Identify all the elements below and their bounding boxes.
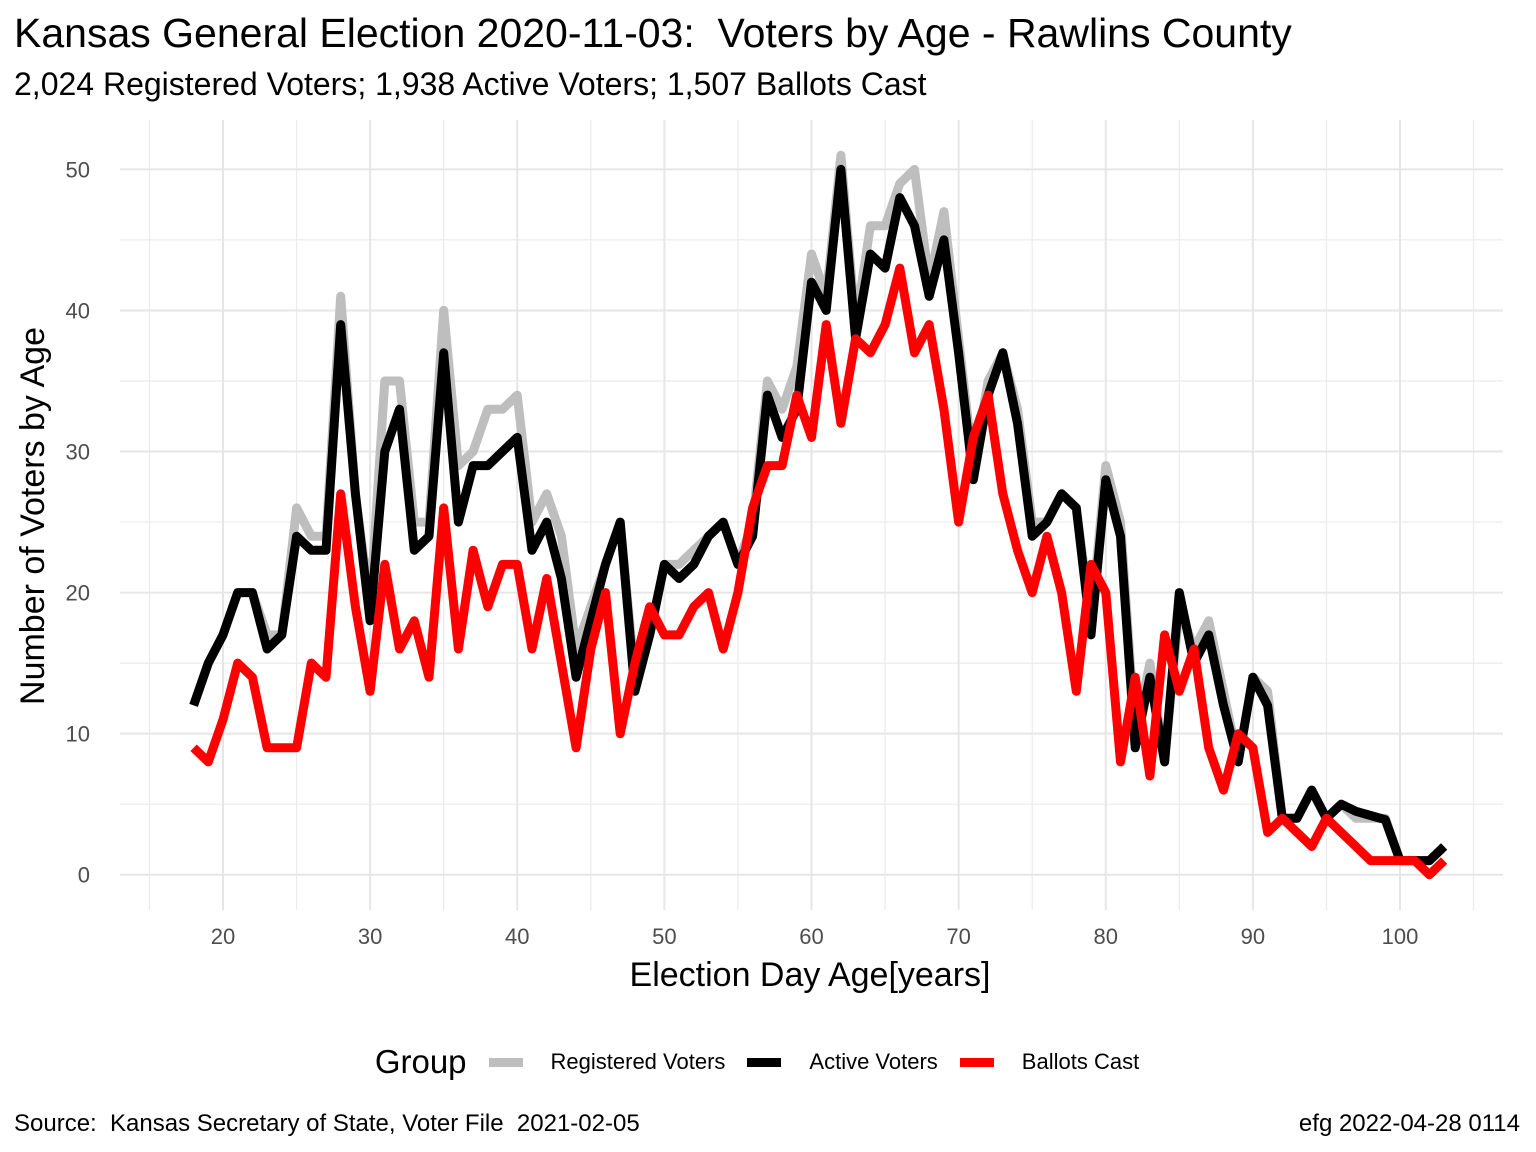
legend: Group Registered Voters Active Voters Ba…	[0, 1040, 1536, 1084]
y-tick-label: 20	[66, 581, 90, 606]
x-axis-ticks: 20 30 40 50 60 70 80 90 100	[211, 924, 1419, 949]
x-tick-label: 70	[946, 924, 970, 949]
x-tick-label: 60	[799, 924, 823, 949]
y-tick-label: 40	[66, 298, 90, 323]
x-axis-title: Election Day Age[years]	[630, 956, 991, 994]
legend-item-registered: Registered Voters	[488, 1049, 726, 1075]
legend-key-ballots	[959, 1057, 994, 1067]
legend-label-active: Active Voters	[809, 1049, 938, 1074]
x-tick-label: 20	[211, 924, 235, 949]
y-tick-label: 10	[66, 722, 90, 747]
credit-note: efg 2022-04-28 0114	[1298, 1110, 1520, 1137]
x-tick-label: 90	[1241, 924, 1265, 949]
legend-item-ballots: Ballots Cast	[959, 1049, 1140, 1075]
line-chart: 0 10 20 30 40 50 20 30 40 50 60 70 80 90 100 Election…	[14, 120, 1503, 994]
chart-subtitle: 2,024 Registered Voters; 1,938 Active Vo…	[14, 66, 927, 102]
y-tick-label: 0	[78, 863, 90, 888]
legend-item-active: Active Voters	[747, 1049, 938, 1075]
chart-title: Kansas General Election 2020-11-03: Vote…	[14, 10, 1292, 56]
y-axis-title: Number of Voters by Age	[14, 327, 52, 705]
legend-label-registered: Registered Voters	[550, 1049, 726, 1074]
y-axis-ticks: 0 10 20 30 40 50	[66, 157, 90, 887]
series-line-ballots-cast	[190, 263, 1448, 880]
x-tick-label: 40	[505, 924, 529, 949]
legend-title: Group	[374, 1043, 467, 1080]
y-tick-label: 30	[66, 440, 90, 465]
x-tick-label: 50	[652, 924, 676, 949]
legend-label-ballots: Ballots Cast	[1021, 1049, 1140, 1074]
x-tick-label: 80	[1094, 924, 1118, 949]
source-note: Source: Kansas Secretary of State, Voter…	[14, 1110, 640, 1137]
x-tick-label: 30	[358, 924, 382, 949]
y-tick-label: 50	[66, 157, 90, 182]
legend-key-registered	[488, 1057, 523, 1067]
x-tick-label: 100	[1382, 924, 1419, 949]
legend-key-active	[747, 1057, 782, 1067]
series-lines	[189, 150, 1448, 880]
